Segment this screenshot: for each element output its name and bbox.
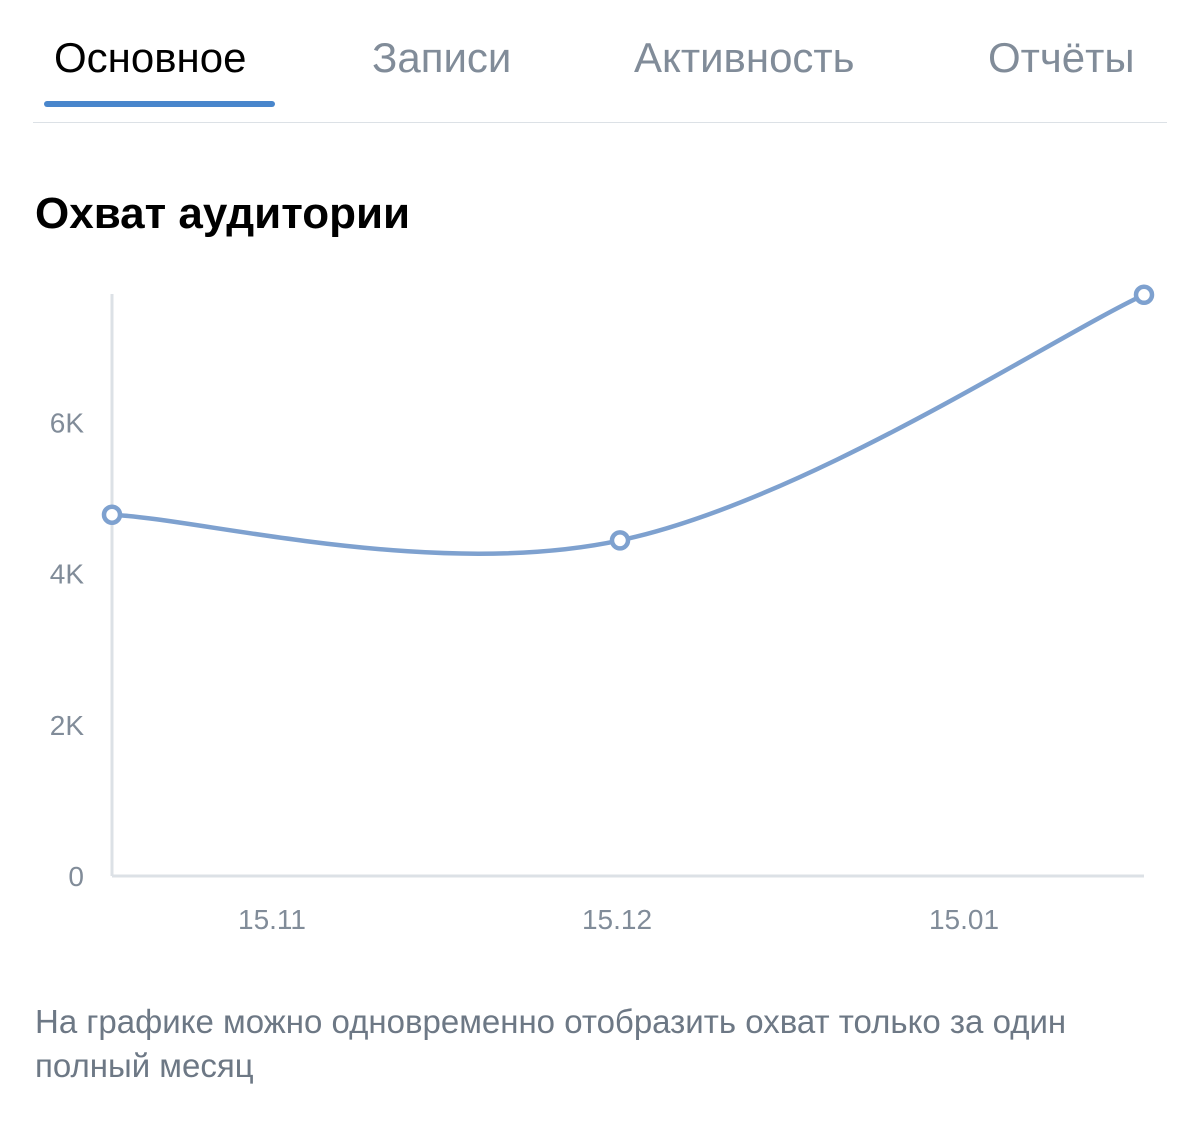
- tab-activity[interactable]: Активность: [634, 34, 855, 81]
- y-tick-label: 4K: [50, 559, 85, 590]
- tab-reports[interactable]: Отчёты: [988, 34, 1135, 81]
- y-axis-ticks: 0 2K 4K 6K: [50, 407, 85, 892]
- tabs-divider: [33, 122, 1167, 123]
- data-point[interactable]: [101, 504, 123, 525]
- x-tick-label: 15.12: [582, 904, 652, 935]
- tab-bar: Основное Записи Активность Отчёты: [0, 0, 1200, 124]
- audience-reach-chart: 0 2K 4K 6K 15.11 15.12 15.01: [50, 284, 1155, 935]
- data-point[interactable]: [1133, 284, 1155, 306]
- x-tick-label: 15.01: [929, 904, 999, 935]
- chart-footnote: На графике можно одновременно отобразить…: [35, 1003, 1067, 1084]
- x-tick-label: 15.11: [238, 904, 306, 935]
- y-tick-label: 2K: [50, 710, 85, 741]
- y-tick-label: 0: [68, 861, 84, 892]
- data-point[interactable]: [609, 530, 631, 551]
- section-title: Охват аудитории: [35, 189, 411, 238]
- x-axis-ticks: 15.11 15.12 15.01: [238, 904, 999, 935]
- tab-main[interactable]: Основное: [54, 34, 247, 81]
- y-tick-label: 6K: [50, 407, 85, 438]
- tab-posts[interactable]: Записи: [372, 34, 512, 81]
- active-tab-indicator: [44, 101, 275, 107]
- reach-series-line: [109, 292, 1147, 556]
- reach-series-points: [101, 284, 1155, 551]
